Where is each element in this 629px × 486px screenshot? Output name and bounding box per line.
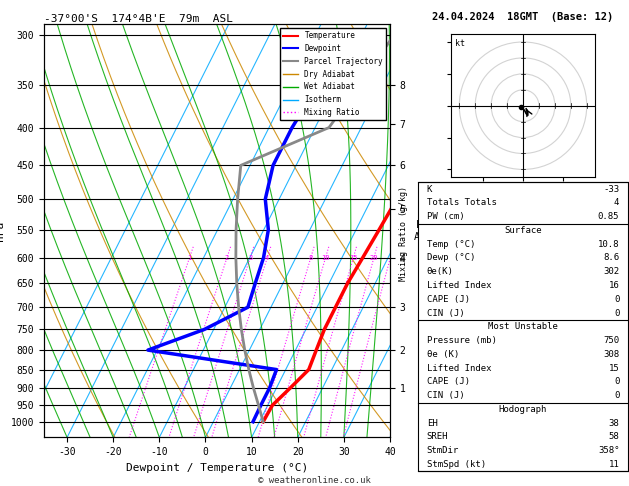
Text: θe(K): θe(K) [426,267,454,276]
Text: 8: 8 [309,255,313,260]
Text: Pressure (mb): Pressure (mb) [426,336,496,345]
Text: EH: EH [426,419,437,428]
Text: 750: 750 [603,336,620,345]
Text: PW (cm): PW (cm) [426,212,464,221]
Text: Totals Totals: Totals Totals [426,198,496,208]
Text: 0: 0 [614,391,620,400]
Text: 24.04.2024  18GMT  (Base: 12): 24.04.2024 18GMT (Base: 12) [432,12,614,22]
Text: SREH: SREH [426,433,448,441]
Text: 2: 2 [225,255,229,260]
Text: Mixing Ratio (g/kg): Mixing Ratio (g/kg) [399,186,408,281]
Text: 11: 11 [609,460,620,469]
Text: 4: 4 [265,255,269,260]
Text: kt: kt [455,39,464,48]
Text: Hodograph: Hodograph [499,405,547,414]
Text: 4: 4 [614,198,620,208]
Text: 20: 20 [370,255,378,260]
Text: CIN (J): CIN (J) [426,309,464,317]
Text: 10.8: 10.8 [598,240,620,249]
Text: StmDir: StmDir [426,446,459,455]
X-axis label: Dewpoint / Temperature (°C): Dewpoint / Temperature (°C) [126,463,308,473]
Text: Temp (°C): Temp (°C) [426,240,475,249]
Text: θe (K): θe (K) [426,350,459,359]
Text: K: K [426,185,432,193]
Y-axis label: km
ASL: km ASL [413,220,431,242]
FancyBboxPatch shape [418,182,628,471]
Text: 302: 302 [603,267,620,276]
Text: 308: 308 [603,350,620,359]
Text: Dewp (°C): Dewp (°C) [426,254,475,262]
Text: 15: 15 [609,364,620,373]
Text: LCL: LCL [452,417,467,426]
Text: © weatheronline.co.uk: © weatheronline.co.uk [258,476,371,485]
Text: -37°00'S  174°4B'E  79m  ASL: -37°00'S 174°4B'E 79m ASL [44,14,233,23]
Text: CIN (J): CIN (J) [426,391,464,400]
Text: 1: 1 [187,255,192,260]
Text: StmSpd (kt): StmSpd (kt) [426,460,486,469]
Text: 10: 10 [321,255,330,260]
Text: -33: -33 [603,185,620,193]
Text: 58: 58 [609,433,620,441]
Text: 3: 3 [248,255,252,260]
Text: Lifted Index: Lifted Index [426,364,491,373]
Y-axis label: hPa: hPa [0,221,5,241]
Text: Lifted Index: Lifted Index [426,281,491,290]
Legend: Temperature, Dewpoint, Parcel Trajectory, Dry Adiabat, Wet Adiabat, Isotherm, Mi: Temperature, Dewpoint, Parcel Trajectory… [280,28,386,120]
Text: 16: 16 [609,281,620,290]
Text: 0: 0 [614,295,620,304]
Text: 8.6: 8.6 [603,254,620,262]
Text: 0: 0 [614,378,620,386]
Text: CAPE (J): CAPE (J) [426,295,470,304]
Text: 0.85: 0.85 [598,212,620,221]
Text: Most Unstable: Most Unstable [488,322,558,331]
Text: 38: 38 [609,419,620,428]
Text: 0: 0 [614,309,620,317]
Text: CAPE (J): CAPE (J) [426,378,470,386]
Text: 358°: 358° [598,446,620,455]
Text: Surface: Surface [504,226,542,235]
Text: 15: 15 [349,255,358,260]
